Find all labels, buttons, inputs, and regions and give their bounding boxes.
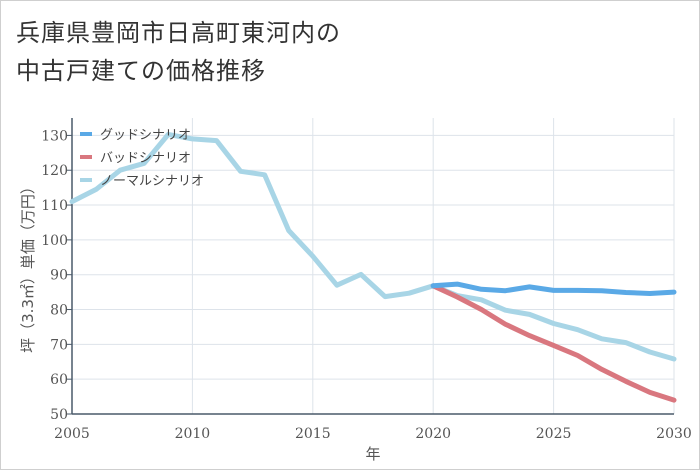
- y-tick-label-80: 80: [50, 303, 68, 319]
- y-tick-label-60: 60: [50, 372, 68, 388]
- x-tick-label-2030: 2030: [656, 426, 692, 442]
- series-line-bad: [430, 283, 677, 403]
- x-tick-label-2010: 2010: [175, 426, 211, 442]
- legend-label-good: グッドシナリオ: [100, 128, 191, 143]
- chart-title-line-1: 兵庫県豊岡市日高町東河内の: [16, 19, 341, 47]
- y-tick-label-70: 70: [50, 337, 68, 353]
- y-tick-label-100: 100: [41, 233, 68, 249]
- y-tick-label-130: 130: [41, 128, 68, 144]
- tick-labels: 50 60 70 80 90 100 110 120 130 2005 2010 2015 2020 20…: [41, 128, 692, 442]
- legend-label-bad: バッドシナリオ: [100, 151, 191, 166]
- legend-label-normal: ノーマルシナリオ: [100, 174, 204, 189]
- x-axis-title: 年: [365, 445, 380, 463]
- chart-title: 兵庫県豊岡市日高町東河内の 中古戸建ての価格推移: [16, 14, 341, 90]
- x-tick-label-2025: 2025: [536, 426, 572, 442]
- axes: [67, 118, 674, 415]
- chart-title-line-2: 中古戸建ての価格推移: [16, 57, 266, 85]
- y-axis-title: 坪（3.3㎡）単価（万円）: [19, 179, 37, 353]
- y-tick-label-50: 50: [50, 407, 68, 423]
- x-tick-label-2020: 2020: [415, 426, 451, 442]
- series-line-good: [430, 281, 677, 296]
- series-lines: [69, 131, 677, 403]
- y-tick-label-110: 110: [41, 198, 68, 214]
- x-tick-label-2005: 2005: [54, 426, 90, 442]
- y-tick-label-90: 90: [50, 268, 68, 284]
- y-tick-label-120: 120: [41, 163, 68, 179]
- series-line-normal: [69, 131, 677, 362]
- x-tick-label-2015: 2015: [295, 426, 331, 442]
